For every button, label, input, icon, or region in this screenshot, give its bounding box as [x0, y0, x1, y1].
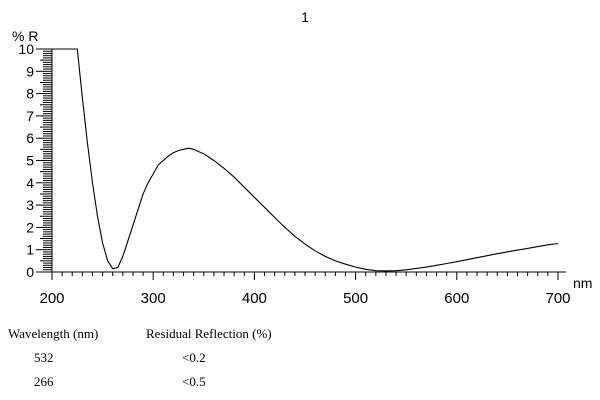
y-tick-label: 3 [26, 197, 34, 213]
ticks [36, 48, 559, 280]
x-tick-label: 700 [545, 290, 570, 307]
x-tick-label: 500 [343, 290, 368, 307]
table-header-residual-reflection: Residual Reflection (%) [146, 326, 272, 341]
table-cell-reflection-1: <0.2 [182, 350, 206, 365]
x-tick-label: 600 [444, 290, 469, 307]
x-tick-label: 200 [39, 290, 64, 307]
y-axis-label: % R [12, 28, 38, 44]
reflection-curve [52, 48, 559, 272]
x-tick-label: 300 [141, 290, 166, 307]
y-tick-label: 5 [26, 153, 34, 169]
tick-labels: 0 1 2 3 4 5 6 7 8 9 10 200 300 400 500 600 700 [18, 41, 570, 307]
y-tick-label: 7 [26, 108, 34, 124]
y-tick-label: 2 [26, 219, 34, 235]
table-cell-reflection-2: <0.5 [182, 374, 206, 389]
y-tick-label: 6 [26, 130, 34, 146]
residual-reflection-table: Wavelength (nm) Residual Reflection (%) … [0, 318, 600, 400]
y-tick-label: 1 [26, 242, 34, 258]
table-cell-wavelength-2: 266 [34, 374, 54, 389]
x-axis-label: nm [573, 275, 592, 291]
x-tick-label: 400 [242, 290, 267, 307]
table-cell-wavelength-1: 532 [34, 350, 54, 365]
y-tick-label: 9 [26, 63, 34, 79]
y-tick-label: 10 [18, 41, 34, 57]
y-tick-label: 8 [26, 86, 34, 102]
table-header-wavelength: Wavelength (nm) [8, 326, 99, 341]
y-tick-label: 4 [26, 175, 34, 191]
series [52, 48, 559, 272]
y-tick-label: 0 [26, 264, 34, 280]
chart-title: 1 [301, 9, 309, 25]
reflection-chart: 1 % R nm 0 1 2 3 4 5 6 7 8 9 10 200 300 400 500 600 700 [12, 9, 592, 307]
